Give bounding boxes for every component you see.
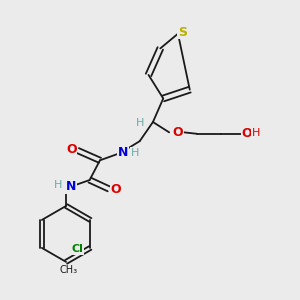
Text: H: H: [54, 180, 62, 190]
Text: O: O: [111, 183, 122, 196]
Text: H: H: [130, 148, 139, 158]
Text: N: N: [66, 180, 76, 193]
Text: Cl: Cl: [71, 244, 83, 254]
Text: N: N: [118, 146, 128, 159]
Text: CH₃: CH₃: [60, 265, 78, 275]
Text: H: H: [136, 118, 144, 128]
Text: H: H: [252, 128, 260, 138]
Text: O: O: [242, 127, 253, 140]
Text: S: S: [178, 26, 187, 39]
Text: O: O: [173, 126, 183, 139]
Text: O: O: [66, 143, 77, 156]
